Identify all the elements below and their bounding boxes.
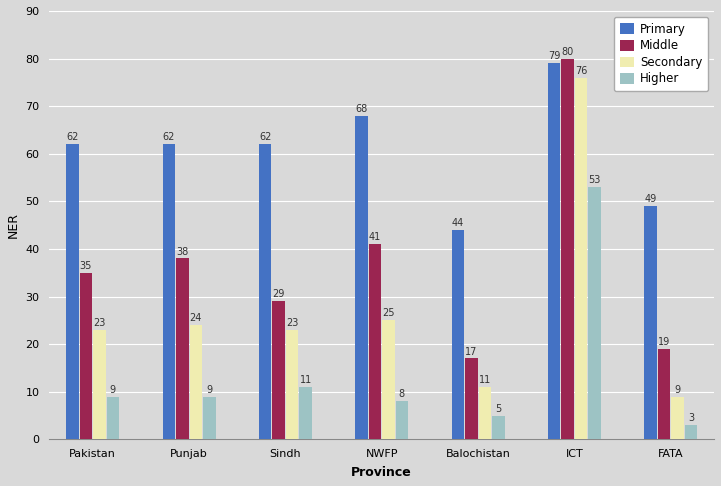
Bar bbox=[671, 397, 684, 439]
Bar bbox=[562, 58, 574, 439]
Text: 11: 11 bbox=[479, 375, 491, 385]
Text: 44: 44 bbox=[451, 218, 464, 228]
Text: 49: 49 bbox=[645, 194, 657, 204]
Bar bbox=[644, 206, 657, 439]
Bar bbox=[273, 301, 285, 439]
Text: 9: 9 bbox=[110, 384, 116, 395]
Legend: Primary, Middle, Secondary, Higher: Primary, Middle, Secondary, Higher bbox=[614, 17, 708, 91]
Text: 80: 80 bbox=[562, 47, 574, 57]
Text: 62: 62 bbox=[66, 132, 79, 142]
Text: 11: 11 bbox=[299, 375, 311, 385]
Text: 3: 3 bbox=[688, 413, 694, 423]
Text: 76: 76 bbox=[575, 66, 588, 76]
Text: 62: 62 bbox=[259, 132, 271, 142]
Text: 17: 17 bbox=[465, 347, 477, 357]
Bar bbox=[658, 349, 671, 439]
Bar bbox=[299, 387, 312, 439]
Text: 29: 29 bbox=[273, 290, 285, 299]
Text: 62: 62 bbox=[163, 132, 175, 142]
Bar bbox=[93, 330, 106, 439]
Bar bbox=[203, 397, 216, 439]
Text: 35: 35 bbox=[80, 261, 92, 271]
Bar bbox=[382, 320, 394, 439]
Text: 53: 53 bbox=[588, 175, 601, 185]
Text: 38: 38 bbox=[176, 246, 188, 257]
Y-axis label: NER: NER bbox=[7, 212, 20, 238]
Text: 79: 79 bbox=[548, 52, 560, 61]
Bar bbox=[479, 387, 491, 439]
Bar bbox=[465, 359, 477, 439]
Bar bbox=[162, 144, 175, 439]
Text: 25: 25 bbox=[382, 309, 394, 318]
Bar bbox=[259, 144, 271, 439]
Text: 23: 23 bbox=[286, 318, 298, 328]
Bar bbox=[80, 273, 92, 439]
Text: 68: 68 bbox=[355, 104, 368, 114]
Bar bbox=[368, 244, 381, 439]
Bar bbox=[176, 259, 189, 439]
Text: 8: 8 bbox=[399, 389, 405, 399]
Text: 5: 5 bbox=[495, 404, 501, 414]
Text: 9: 9 bbox=[206, 384, 212, 395]
Bar bbox=[575, 78, 588, 439]
Bar bbox=[588, 187, 601, 439]
Bar bbox=[286, 330, 298, 439]
Bar bbox=[451, 230, 464, 439]
Text: 24: 24 bbox=[190, 313, 202, 323]
Bar bbox=[548, 63, 560, 439]
Bar bbox=[66, 144, 79, 439]
Bar bbox=[492, 416, 505, 439]
Bar bbox=[190, 325, 202, 439]
Text: 9: 9 bbox=[674, 384, 681, 395]
Text: 23: 23 bbox=[93, 318, 106, 328]
Bar bbox=[355, 116, 368, 439]
Text: 41: 41 bbox=[369, 232, 381, 243]
X-axis label: Province: Province bbox=[351, 466, 412, 479]
Bar bbox=[396, 401, 408, 439]
Bar bbox=[107, 397, 119, 439]
Text: 19: 19 bbox=[658, 337, 670, 347]
Bar bbox=[685, 425, 697, 439]
